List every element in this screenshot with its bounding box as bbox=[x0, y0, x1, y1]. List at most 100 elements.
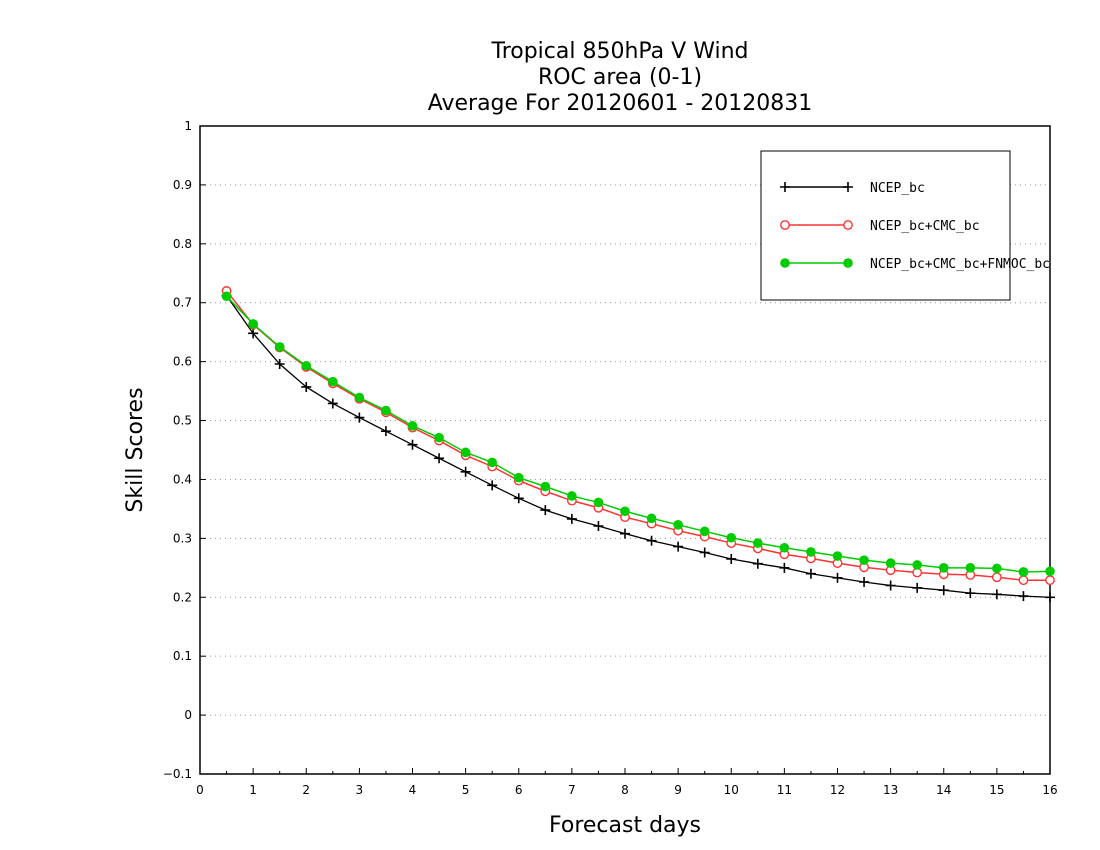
data-point bbox=[407, 421, 418, 431]
data-point bbox=[1018, 591, 1029, 602]
data-point bbox=[938, 585, 949, 596]
data-point bbox=[965, 588, 976, 599]
data-point bbox=[779, 562, 790, 573]
y-tick-label: 0.3 bbox=[173, 531, 192, 545]
data-point bbox=[991, 589, 1002, 600]
data-point bbox=[912, 582, 923, 593]
y-axis-label: Skill Scores bbox=[123, 387, 148, 512]
y-tick-label: 1 bbox=[184, 119, 192, 133]
y-tick-label: 0.2 bbox=[173, 590, 192, 604]
data-point bbox=[620, 506, 630, 517]
x-tick-label: 14 bbox=[936, 783, 951, 797]
data-point bbox=[1045, 575, 1055, 586]
data-point bbox=[805, 568, 816, 579]
legend: NCEP_bc NCEP_bc+CMC_bc NCEP_bc+CMC_bc+FNMO… bbox=[760, 150, 1050, 301]
x-tick-label: 11 bbox=[777, 783, 792, 797]
data-point bbox=[806, 547, 816, 557]
x-tick-label: 5 bbox=[462, 783, 470, 797]
data-point bbox=[726, 553, 737, 564]
legend-entry-3: NCEP_bc+CMC_bc+FNMOC_bc bbox=[780, 257, 1050, 272]
data-point bbox=[248, 328, 259, 339]
x-tick-label: 7 bbox=[568, 783, 576, 797]
series-line bbox=[226, 295, 1051, 598]
data-point bbox=[221, 291, 232, 302]
x-tick-label: 12 bbox=[830, 783, 845, 797]
data-point bbox=[354, 392, 365, 403]
data-point bbox=[885, 558, 896, 568]
series-line bbox=[226, 295, 1051, 573]
x-tick-label: 9 bbox=[674, 783, 682, 797]
data-point bbox=[832, 551, 843, 561]
y-tick-label: 0.8 bbox=[173, 237, 192, 251]
x-tick-label: 15 bbox=[989, 783, 1004, 797]
data-point bbox=[407, 439, 418, 450]
title-line-2: ROC area (0-1) bbox=[538, 65, 702, 90]
legend-entry-2: NCEP_bc+CMC_bc bbox=[780, 219, 980, 234]
data-point bbox=[912, 560, 922, 570]
data-point bbox=[593, 497, 604, 508]
x-axis-label: Forecast days bbox=[549, 813, 701, 838]
data-point bbox=[434, 453, 445, 464]
y-axis-ticks: −0.1 0 0.1 0.2 0.3 0.4 0.5 0.6 0.7 0.8 0.9 1 bbox=[163, 119, 206, 781]
legend-label: NCEP_bc+CMC_bc+FNMOC_bc bbox=[870, 257, 1050, 272]
data-point bbox=[274, 342, 285, 352]
data-point bbox=[726, 532, 737, 543]
legend-label: NCEP_bc+CMC_bc bbox=[870, 219, 980, 234]
data-point bbox=[274, 358, 285, 369]
data-point bbox=[938, 563, 949, 573]
data-point bbox=[567, 491, 577, 501]
legend-label: NCEP_bc bbox=[870, 181, 925, 196]
legend-marker bbox=[780, 182, 790, 192]
x-tick-label: 2 bbox=[302, 783, 310, 797]
data-point bbox=[832, 572, 843, 583]
data-point bbox=[434, 432, 444, 443]
data-point bbox=[460, 447, 471, 458]
x-tick-label: 0 bbox=[196, 783, 204, 797]
data-point bbox=[380, 426, 391, 437]
x-tick-label: 8 bbox=[621, 783, 629, 797]
series-2 bbox=[221, 286, 1055, 586]
y-tick-label: 0.4 bbox=[173, 472, 192, 486]
data-point bbox=[540, 481, 551, 492]
legend-marker bbox=[780, 220, 790, 230]
data-point bbox=[673, 541, 684, 552]
data-point bbox=[487, 457, 497, 468]
x-axis-ticks: 0 1 2 3 4 5 6 7 8 9 10 11 12 13 14 15 16 bbox=[196, 768, 1058, 797]
data-point bbox=[673, 520, 683, 530]
data-point bbox=[699, 526, 710, 537]
data-point bbox=[1045, 566, 1055, 577]
data-point bbox=[859, 555, 869, 565]
x-tick-label: 13 bbox=[883, 783, 898, 797]
data-point bbox=[566, 513, 577, 524]
data-point bbox=[1018, 575, 1029, 586]
data-point bbox=[859, 576, 870, 587]
legend-marker bbox=[843, 182, 853, 192]
data-point bbox=[1018, 567, 1029, 577]
data-point bbox=[540, 505, 551, 516]
title-line-3: Average For 20120601 - 20120831 bbox=[428, 91, 813, 116]
legend-marker bbox=[843, 220, 853, 230]
data-point bbox=[752, 558, 763, 569]
data-point bbox=[513, 493, 524, 504]
series-3 bbox=[221, 291, 1055, 577]
x-tick-label: 16 bbox=[1042, 783, 1057, 797]
legend-marker bbox=[780, 258, 790, 268]
x-tick-label: 3 bbox=[356, 783, 364, 797]
data-point bbox=[381, 405, 391, 416]
data-point bbox=[354, 412, 365, 423]
data-point bbox=[1045, 592, 1055, 603]
data-point bbox=[885, 580, 896, 591]
data-point bbox=[779, 542, 790, 553]
legend-entry-1: NCEP_bc bbox=[780, 181, 925, 196]
x-tick-label: 6 bbox=[515, 783, 523, 797]
series-1 bbox=[221, 290, 1055, 603]
data-point bbox=[646, 513, 657, 524]
legend-marker bbox=[843, 258, 853, 268]
data-point bbox=[753, 538, 763, 548]
data-point bbox=[699, 547, 710, 558]
y-tick-label: 0.5 bbox=[173, 414, 192, 428]
y-tick-label: 0 bbox=[184, 708, 192, 722]
y-tick-label: 0.6 bbox=[173, 355, 192, 369]
data-point bbox=[460, 466, 471, 477]
